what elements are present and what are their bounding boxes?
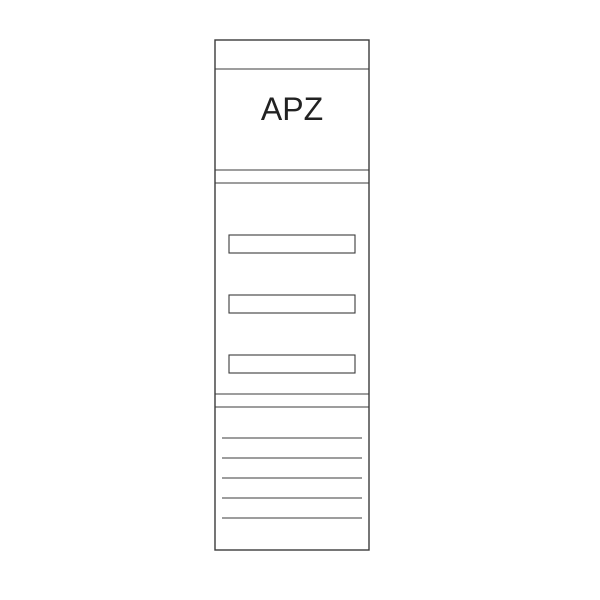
- panel-diagram: APZ: [0, 0, 600, 600]
- panel-label: APZ: [261, 91, 323, 127]
- diagram-group: APZ: [215, 40, 369, 550]
